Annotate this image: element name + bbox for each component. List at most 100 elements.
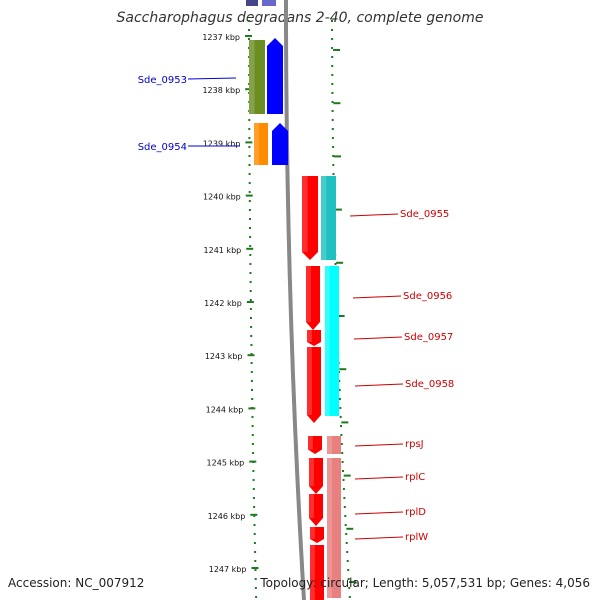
gene-sde-0957 bbox=[307, 330, 321, 346]
tick-label: 1242 kbp bbox=[204, 299, 242, 308]
gene-label-sde_0953: Sde_0953 bbox=[138, 75, 187, 86]
tick-label: 1237 kbp bbox=[202, 33, 240, 42]
gene-label-sde_0954: Sde_0954 bbox=[138, 142, 187, 153]
ruler-dot bbox=[253, 533, 256, 535]
ruler-dot bbox=[346, 560, 349, 562]
ruler-dot bbox=[253, 542, 256, 544]
ruler-dot bbox=[253, 515, 256, 517]
ruler-dot bbox=[251, 398, 254, 400]
ruler-dot bbox=[346, 551, 349, 553]
ruler-dot bbox=[248, 20, 250, 22]
gene-tracks bbox=[246, 0, 341, 600]
ruler-dot bbox=[332, 164, 335, 166]
gene-rpsj bbox=[308, 436, 322, 454]
ruler-dot bbox=[251, 425, 254, 427]
ruler-dot bbox=[340, 425, 342, 427]
ruler-dot bbox=[248, 209, 251, 211]
tick-label: 1239 kbp bbox=[203, 139, 241, 148]
topology-text: Topology: circular; Length: 5,057,531 bp… bbox=[260, 576, 590, 590]
ruler-dot bbox=[249, 281, 252, 283]
ruler-dot bbox=[250, 353, 253, 355]
ruler-dot bbox=[248, 38, 250, 40]
tick-mark bbox=[245, 88, 253, 91]
ruler-dot bbox=[251, 434, 254, 436]
label-leader bbox=[187, 77, 237, 80]
gene-cyan-track bbox=[325, 266, 339, 416]
ruler-dot bbox=[340, 434, 343, 436]
ruler-dot bbox=[249, 218, 251, 220]
gene-rplw-shine bbox=[310, 527, 315, 539]
gene-sde-0958 bbox=[307, 347, 321, 423]
ruler-dot bbox=[253, 524, 256, 526]
tick-label: 1246 kbp bbox=[208, 512, 246, 521]
gene-sde-0955-teal-shine bbox=[321, 176, 327, 260]
ruler-dot bbox=[332, 173, 335, 175]
ruler-dot bbox=[345, 542, 348, 544]
gene-sde-0956 bbox=[306, 266, 320, 330]
gene-sde-0953-blue bbox=[267, 38, 283, 114]
ruler-dot bbox=[339, 407, 342, 409]
gene-sde-0956-shine bbox=[306, 266, 311, 322]
ruler-dot bbox=[331, 74, 334, 76]
ruler-dot bbox=[248, 182, 251, 184]
ruler-dot bbox=[248, 164, 251, 166]
ruler-dot bbox=[331, 119, 334, 121]
gene-rplc-shine bbox=[309, 458, 314, 486]
ruler-dot bbox=[343, 506, 346, 508]
tick-mark bbox=[249, 460, 257, 463]
gene-rpsj-pink bbox=[327, 436, 341, 454]
ruler-dot bbox=[342, 479, 345, 481]
ruler-dot bbox=[249, 236, 252, 238]
tick-mark bbox=[247, 354, 255, 357]
ruler-dot bbox=[255, 596, 258, 598]
ruler-dot bbox=[250, 371, 253, 373]
ruler-dot bbox=[331, 110, 334, 112]
ruler-dot bbox=[344, 515, 347, 517]
tick-mark bbox=[245, 141, 253, 144]
ruler-dot bbox=[252, 452, 255, 454]
label-leader bbox=[354, 511, 404, 515]
tick-mark bbox=[336, 261, 344, 264]
ruler-dot bbox=[331, 20, 333, 22]
ruler-dot bbox=[331, 29, 333, 31]
ruler-dot bbox=[341, 452, 344, 454]
ruler-dot bbox=[251, 416, 254, 418]
tick-mark bbox=[245, 35, 253, 37]
ruler-dot bbox=[340, 443, 343, 445]
tick-mark bbox=[349, 581, 357, 583]
gene-sde-0953-shine bbox=[249, 40, 255, 114]
tick-mark bbox=[248, 407, 256, 410]
ruler-dot bbox=[344, 524, 347, 526]
ruler-dot bbox=[342, 488, 345, 490]
gene-label-rpsj: rpsJ bbox=[405, 439, 424, 450]
gene-rpsj-pink-shine bbox=[327, 436, 332, 454]
ruler-dot bbox=[250, 344, 253, 346]
tick-label: 1247 kbp bbox=[209, 565, 247, 574]
gene-rplc bbox=[309, 458, 323, 494]
tick-label: 1238 kbp bbox=[202, 86, 240, 95]
ruler-dot bbox=[250, 317, 252, 319]
ruler-dot bbox=[252, 470, 255, 472]
ruler-dot bbox=[251, 389, 253, 391]
tick-mark bbox=[334, 155, 341, 158]
tick-mark bbox=[343, 474, 351, 477]
gene-label-sde_0957: Sde_0957 bbox=[404, 332, 453, 343]
ruler-dot bbox=[331, 56, 334, 58]
ruler-dot bbox=[248, 29, 250, 31]
ruler-dot bbox=[252, 497, 255, 499]
tick-label: 1240 kbp bbox=[203, 193, 241, 202]
gene-cyan-track-shine bbox=[325, 266, 330, 416]
ruler-dot bbox=[250, 326, 253, 328]
tick-mark bbox=[346, 527, 354, 530]
gene-sde-0954 bbox=[254, 123, 268, 165]
ruler-dot bbox=[341, 461, 344, 463]
label-leader bbox=[353, 336, 403, 340]
gene-pink-track bbox=[327, 458, 341, 598]
ruler-dot bbox=[254, 587, 257, 589]
ruler-dot bbox=[331, 128, 334, 130]
gene-label-sde_0956: Sde_0956 bbox=[403, 291, 452, 302]
label-leader bbox=[349, 213, 399, 217]
ruler-dot bbox=[331, 38, 334, 40]
ruler-dot bbox=[334, 263, 337, 265]
ruler-dot bbox=[250, 362, 253, 364]
